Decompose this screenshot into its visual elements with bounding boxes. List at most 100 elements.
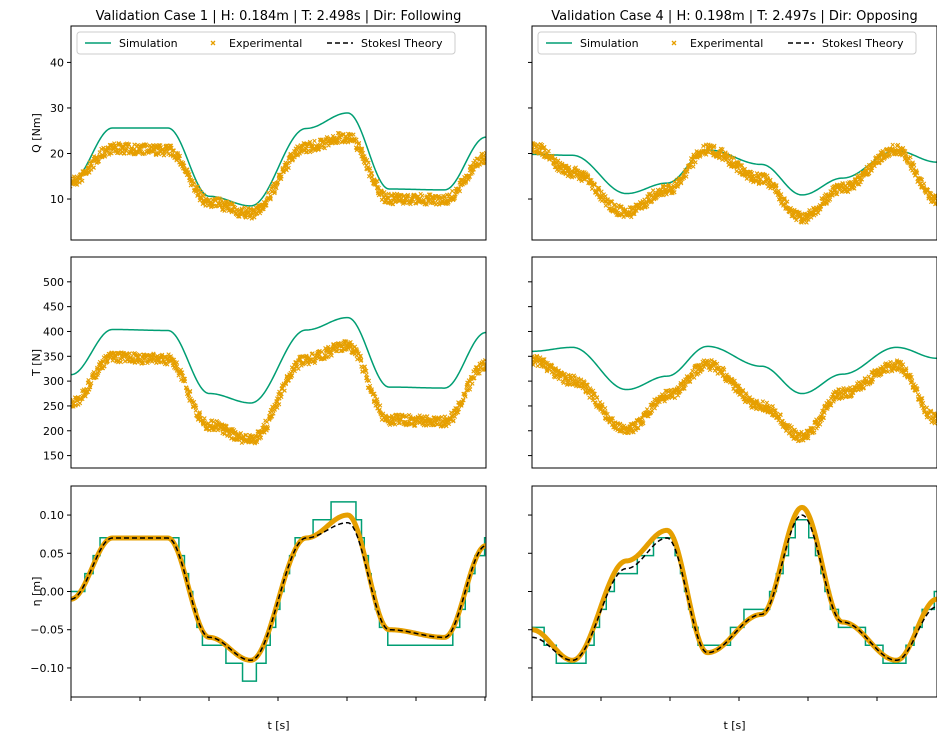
experimental-marker [834, 395, 839, 400]
panel-frame [531, 256, 937, 469]
y-axis-label: η [m] [30, 577, 43, 607]
experimental-marker [87, 383, 93, 388]
experimental-marker [319, 349, 325, 354]
experimental-marker [858, 387, 864, 392]
experimental-marker [920, 396, 925, 401]
experimental-marker [784, 422, 789, 428]
experimental-marker [290, 158, 295, 163]
experimental-marker [841, 182, 846, 187]
experimental-marker [455, 410, 461, 415]
y-tick-label: 450 [43, 301, 64, 314]
experimental-marker [295, 364, 300, 370]
experimental-marker [557, 165, 563, 171]
experimental-marker [222, 431, 227, 437]
experimental-marker [920, 400, 926, 406]
experimental-marker [724, 152, 730, 157]
experimental-marker [292, 155, 297, 160]
experimental-marker [669, 186, 675, 191]
experimental-marker [405, 192, 411, 198]
experimental-marker [359, 357, 364, 363]
experimental-marker [542, 357, 547, 362]
experimental-marker [265, 426, 271, 431]
experimental-marker [408, 201, 413, 207]
experimental-marker [672, 185, 677, 190]
experimental-marker [268, 414, 274, 419]
experimental-marker [859, 177, 865, 182]
experimental-marker [616, 213, 622, 218]
experimental-marker [909, 378, 915, 383]
experimental-marker [335, 138, 341, 143]
experimental-marker [249, 216, 254, 221]
panel-2-2 [528, 256, 937, 469]
panel-frame [531, 25, 937, 241]
experimental-marker [624, 426, 630, 431]
experimental-marker [104, 149, 109, 154]
experimental-marker [282, 388, 287, 393]
panel-1-3 [67, 485, 487, 701]
experimental-marker [77, 400, 83, 406]
experimental-marker [585, 173, 591, 178]
plot-area [71, 112, 486, 221]
experimental-marker [687, 379, 693, 384]
experimental-marker [870, 377, 876, 382]
legend-theory-label: StokesI Theory [822, 37, 904, 50]
experimental-marker [156, 151, 161, 157]
x-axis-label: t [s] [723, 719, 745, 732]
experimental-marker [450, 188, 455, 194]
experimental-marker [804, 220, 809, 225]
experimental-marker [563, 376, 568, 381]
experimental-marker [278, 391, 283, 397]
experimental-marker [594, 395, 600, 400]
experimental-marker [468, 384, 473, 389]
legend-experimental-label: Experimental [690, 37, 763, 50]
experimental-marker [403, 414, 409, 420]
experimental-marker [785, 199, 790, 204]
experimental-marker [691, 164, 696, 169]
experimental-marker [201, 192, 206, 198]
y-axis-label: Q [Nm] [30, 113, 43, 153]
experimental-marker [590, 388, 596, 393]
y-tick-label: 150 [43, 450, 64, 463]
experimental-marker [921, 181, 927, 186]
experimental-marker [159, 355, 164, 360]
experimental-marker [900, 145, 906, 151]
experimental-marker [306, 362, 312, 367]
experimental-marker [174, 360, 180, 365]
experimental-marker [721, 155, 727, 160]
experimental-marker [180, 160, 186, 166]
experimental-marker [376, 193, 382, 198]
y-tick-label: 500 [43, 276, 64, 289]
experimental-marker [608, 199, 614, 204]
experimental-marker [442, 414, 448, 419]
experimental-marker [852, 186, 857, 191]
experimental-marker [924, 405, 930, 410]
experimental-marker [202, 420, 208, 425]
experimental-marker [602, 406, 608, 411]
experimental-marker [627, 210, 633, 215]
experimental-marker [127, 351, 132, 356]
experimental-marker [707, 367, 713, 373]
experimental-marker [682, 386, 687, 391]
experimental-marker [109, 151, 114, 156]
experimental-marker [393, 199, 398, 205]
experimental-marker [141, 360, 146, 366]
experimental-marker [94, 154, 99, 160]
experimental-marker [229, 427, 234, 432]
experimental-marker [272, 189, 278, 194]
experimental-marker [118, 359, 124, 365]
experimental-marker [583, 389, 588, 394]
experimental-marker [818, 204, 824, 209]
experimental-marker [449, 410, 454, 415]
simulation-line [71, 316, 486, 404]
experimental-marker [641, 421, 646, 426]
experimental-marker [739, 163, 745, 168]
experimental-marker [195, 417, 201, 422]
experimental-marker [180, 373, 186, 379]
experimental-marker [720, 370, 725, 375]
experimental-marker [284, 373, 290, 379]
experimental-marker [672, 190, 677, 195]
experimental-marker [425, 414, 430, 419]
experimental-marker [187, 171, 192, 177]
experimental-marker [585, 174, 591, 179]
